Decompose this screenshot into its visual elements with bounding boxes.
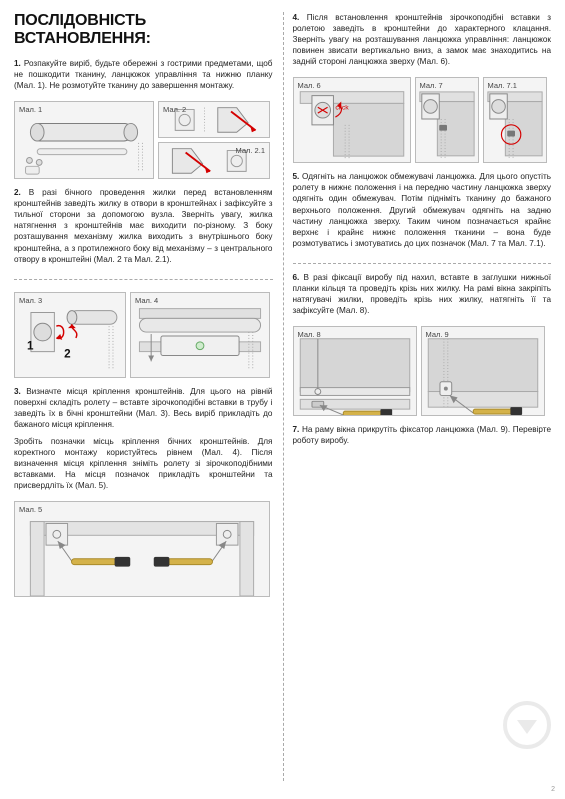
figure-5: Мал. 5 [14,501,270,597]
fig-row-2: Мал. 3 1 2 Мал. 4 [14,292,273,378]
figure-7-1-label: Мал. 7.1 [488,81,517,90]
figure-2: Мал. 2 [158,101,270,138]
figure-4: Мал. 4 [130,292,270,378]
fig-row-5: Мал. 8 Мал. 9 [293,326,552,416]
svg-text:2: 2 [64,347,71,360]
step-2: 2. В разі бічного проведення жилки перед… [14,187,273,264]
figure-7-label: Мал. 7 [420,81,443,90]
figure-9: Мал. 9 [421,326,545,416]
figure-8: Мал. 8 [293,326,417,416]
watermark-arrow [503,701,551,749]
page-number: 2 [551,786,555,793]
figure-7: Мал. 7 [415,77,479,163]
figure-5-label: Мал. 5 [19,505,42,514]
figure-8-label: Мал. 8 [298,330,321,339]
figure-6-label: Мал. 6 [298,81,321,90]
figure-4-label: Мал. 4 [135,296,158,305]
figure-3-label: Мал. 3 [19,296,42,305]
figure-6: Мал. 6 click [293,77,411,163]
figure-1: Мал. 1 [14,101,154,179]
svg-text:1: 1 [27,339,34,352]
figure-2-1-label: Мал. 2.1 [236,146,265,155]
figure-2-1: Мал. 2.1 [158,142,270,179]
step-3b: Зробіть позначки місць кріплення бічних … [14,436,273,491]
fig-row-1: Мал. 1 Мал. 2 [14,101,273,179]
fig-row-4: Мал. 6 click Мал. 7 [293,77,552,163]
step-7: 7. На раму вікна прикрутіть фіксатор лан… [293,424,552,446]
step-3a: 3. Визначте місця кріплення кронштейнів.… [14,386,273,430]
figure-7-1: Мал. 7.1 [483,77,547,163]
figure-1-label: Мал. 1 [19,105,42,114]
step-4: 4. Після встановлення кронштейнів зірочк… [293,12,552,67]
figure-9-label: Мал. 9 [426,330,449,339]
figure-3: Мал. 3 1 2 [14,292,126,378]
fig-row-3: Мал. 5 [14,501,273,597]
step-5: 5. Одягніть на ланцюжок обмежувачі ланцю… [293,171,552,248]
step-1: 1. Розпакуйте виріб, будьте обережні з г… [14,58,273,91]
page-title: ПОСЛІДОВНІСТЬ ВСТАНОВЛЕННЯ: [14,12,273,48]
figure-2-label: Мал. 2 [163,105,186,114]
step-6: 6. В разі фіксації виробу під нахил, вст… [293,272,552,316]
